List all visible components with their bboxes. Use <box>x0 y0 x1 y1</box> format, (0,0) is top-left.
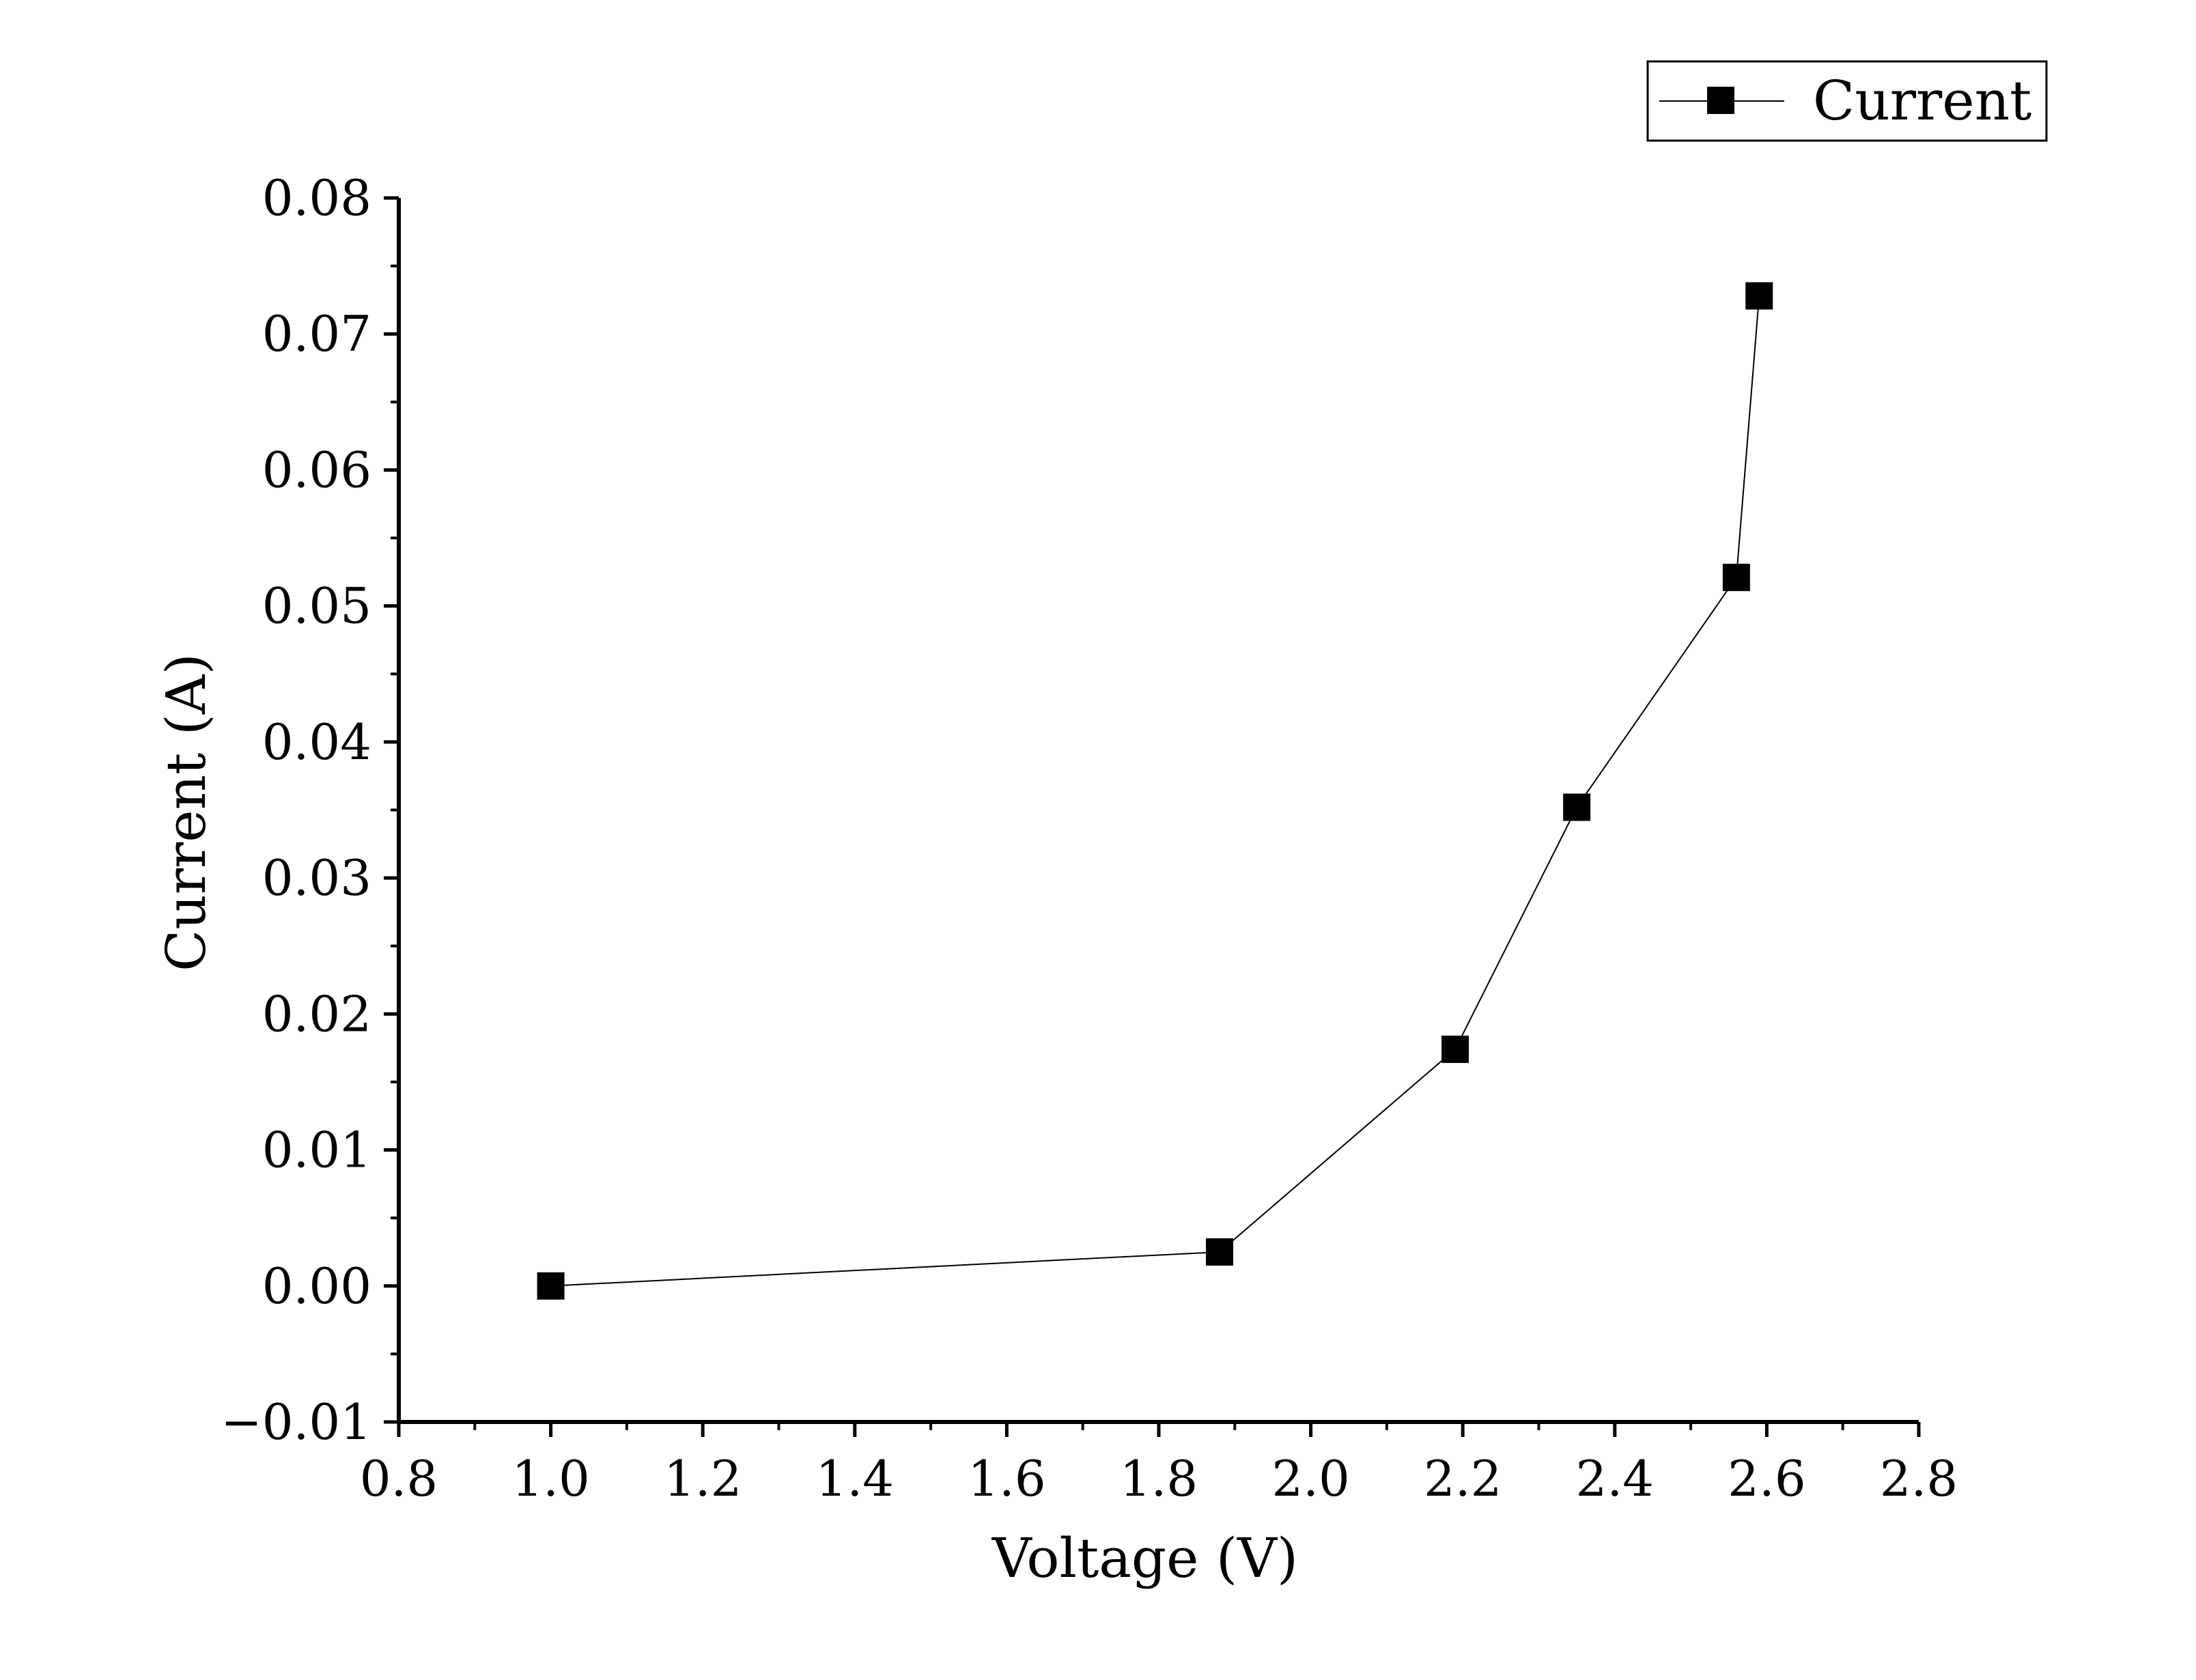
y-tick-label: 0.05 <box>262 578 371 635</box>
y-tick-label: 0.00 <box>262 1257 371 1315</box>
y-tick-label: 0.04 <box>262 713 371 771</box>
data-point <box>1206 1238 1234 1266</box>
legend-marker <box>1707 87 1734 114</box>
x-tick-label: 2.4 <box>1576 1450 1655 1507</box>
x-tick-label: 2.2 <box>1424 1450 1502 1507</box>
x-tick-label: 2.6 <box>1728 1450 1806 1507</box>
series <box>537 282 1773 1300</box>
y-tick-label: 0.02 <box>262 985 371 1042</box>
data-point <box>1745 282 1773 310</box>
y-tick-label: −0.01 <box>221 1393 371 1451</box>
y-axis-label: Current (A) <box>154 653 218 971</box>
y-tick-label: 0.08 <box>262 169 371 227</box>
y-tick-label: 0.07 <box>262 305 371 362</box>
legend: Current <box>1646 60 2048 142</box>
y-tick-label: 0.06 <box>262 441 371 498</box>
data-point <box>537 1272 565 1300</box>
data-point <box>1441 1036 1469 1064</box>
data-point <box>1563 793 1591 821</box>
ticks: 0.8 1.0 1.2 1.4 1.6 1.8 2.0 2.2 2.4 2.6 2.8 −0.01 0.… <box>221 169 1958 1507</box>
x-tick-label: 1.2 <box>664 1450 742 1507</box>
x-tick-label: 2.8 <box>1880 1450 1958 1507</box>
x-tick-label: 2.0 <box>1271 1450 1350 1507</box>
x-tick-label: 0.8 <box>360 1450 438 1507</box>
x-tick-label: 1.0 <box>511 1450 590 1507</box>
y-tick-label: 0.03 <box>262 849 371 907</box>
legend-label: Current <box>1813 69 2031 132</box>
x-axis-label: Voltage (V) <box>991 1526 1298 1590</box>
legend-box <box>1646 60 2048 142</box>
x-tick-label: 1.4 <box>816 1450 895 1507</box>
axes <box>397 198 1919 1424</box>
y-tick-label: 0.01 <box>262 1122 371 1179</box>
series-line <box>550 296 1760 1287</box>
x-tick-label: 1.6 <box>968 1450 1046 1507</box>
data-point <box>1722 563 1750 591</box>
x-tick-label: 1.8 <box>1120 1450 1198 1507</box>
